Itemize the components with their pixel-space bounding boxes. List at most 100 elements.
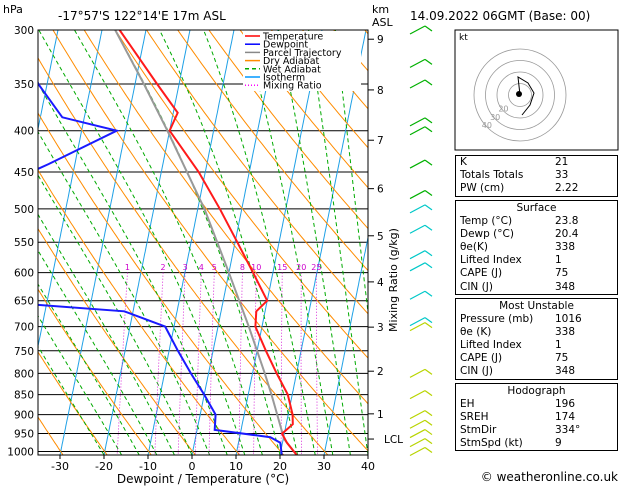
wet-adiabat-line <box>38 249 158 455</box>
wind-barb-flag <box>424 250 433 257</box>
most-unstable-label: CIN (J) <box>460 365 493 378</box>
legend-label: Isotherm <box>263 73 305 84</box>
wind-barb <box>409 250 426 260</box>
hpa-label: hPa <box>3 3 23 16</box>
wind-barb <box>409 322 426 332</box>
legend-background <box>243 31 361 91</box>
temperature-tick-label: -20 <box>95 460 113 473</box>
hodograph-ring <box>485 60 555 130</box>
pressure-axis: 300 350 400 450 500 550 600 650 700 750 800 850 900 9… <box>7 25 34 459</box>
height-tick-label: 6 <box>377 184 384 196</box>
height-tick-label: LCL <box>384 434 403 446</box>
wind-barb <box>409 58 426 68</box>
height-tick-label: 9 <box>377 34 384 46</box>
hodograph-param-label: SREH <box>460 410 489 423</box>
wind-barb-flag <box>424 410 433 417</box>
most-unstable-label: Lifted Index <box>460 339 522 352</box>
datetime-label: 14.09.2022 06GMT (Base: 00) <box>410 9 590 23</box>
temperature-tick-label: 40 <box>361 460 375 473</box>
surface-row: Dewp (°C) 20.4 <box>456 228 617 241</box>
wind-barb-flag <box>424 190 433 197</box>
temperature-tick-label: -10 <box>139 460 157 473</box>
mixing-ratio-label: 5 <box>212 263 217 272</box>
pressure-tick-label: 450 <box>14 167 34 179</box>
dry-adiabat-line <box>38 351 108 455</box>
mixing-ratio-line <box>315 272 318 455</box>
hodograph-param-value: 196 <box>555 397 576 410</box>
wind-barb <box>409 368 426 378</box>
dry-adiabat-line <box>38 57 329 455</box>
most-unstable-label: Pressure (mb) <box>460 312 534 325</box>
mixing-ratio-line <box>253 272 257 455</box>
pressure-tick-label: 550 <box>14 237 34 249</box>
wind-barb-flag <box>424 317 433 324</box>
hodograph-param-value: 334° <box>555 424 581 436</box>
wet-adiabat-line <box>74 30 263 455</box>
x-axis-title: Dewpoint / Temperature (°C) <box>117 472 289 486</box>
wet-adiabat-line <box>203 30 316 455</box>
wind-barb <box>409 438 426 448</box>
wind-barb-flag <box>424 25 433 32</box>
most-unstable-value: 348 <box>555 365 576 378</box>
hodograph-param-label: EH <box>460 397 475 410</box>
mixing-ratio-label: 1 <box>125 263 130 272</box>
dry-adiabat-line <box>38 169 240 455</box>
dry-adiabat-line <box>177 30 368 272</box>
mixing-ratio-label: 10 <box>251 263 261 272</box>
hodograph-title: Hodograph <box>507 384 566 397</box>
wet-adiabat-line <box>114 30 281 455</box>
wind-barb-flag <box>424 447 433 454</box>
wet-adiabat-line <box>38 30 246 455</box>
hodograph-ring-label: 30 <box>490 113 500 122</box>
wet-adiabat-line <box>334 30 368 317</box>
index-value: 2.22 <box>555 182 579 195</box>
dry-adiabat-line <box>146 30 368 315</box>
wind-barb <box>409 159 426 169</box>
dry-adiabat-line <box>239 30 368 189</box>
surface-value: 348 <box>555 280 576 293</box>
temperature-tick-label: 20 <box>273 460 287 473</box>
surface-value: 75 <box>555 267 569 280</box>
hodograph-param-label: StmDir <box>460 424 497 436</box>
wind-barbs <box>409 25 433 457</box>
most-unstable-label: CAPE (J) <box>460 352 503 365</box>
hodograph-param-row: StmDir 334° <box>456 424 617 437</box>
height-tick-label: 4 <box>377 277 384 289</box>
height-tick-label: 8 <box>377 85 384 97</box>
hodograph-frame <box>454 29 619 151</box>
temperature-tick-label: 10 <box>229 460 243 473</box>
wind-barb <box>409 126 426 136</box>
pressure-tick-label: 800 <box>14 368 34 380</box>
surface-label: CAPE (J) <box>460 267 503 280</box>
pressure-tick-label: 300 <box>14 25 34 37</box>
mixing-ratio-line <box>154 272 164 455</box>
wind-barb-flag <box>424 224 433 231</box>
dry-adiabat-line <box>208 30 368 230</box>
most-unstable-label: θe (K) <box>460 325 492 338</box>
hodograph-trace <box>517 76 535 116</box>
wind-barb <box>409 317 426 327</box>
legend-label: Dewpoint <box>263 40 308 51</box>
mixing-ratio-label: 3 <box>183 263 188 272</box>
wind-barb-flag <box>424 58 433 65</box>
mixing-ratio-labels: 1 2 3 4 5 8 10 15 20 25 <box>125 263 322 272</box>
hodograph-ring-label: 40 <box>482 121 492 130</box>
wind-barb <box>409 25 426 35</box>
index-label: PW (cm) <box>460 182 505 195</box>
wet-adiabat-line <box>38 283 140 455</box>
temperature-series <box>118 30 298 455</box>
temperature-tick-label: 30 <box>317 460 331 473</box>
indices-panel: K 21 Totals Totals 33 PW (cm) 2.22 Surface Te… <box>455 155 618 475</box>
most-unstable-box: Most Unstable Pressure (mb) 1016 θe (K) 338… <box>455 297 618 380</box>
location-title: -17°57'S 122°14'E 17m ASL <box>58 9 226 23</box>
wind-barb-flag <box>424 390 433 397</box>
hodograph-unit: kt <box>459 33 468 43</box>
wind-barb-flag <box>424 322 433 329</box>
isotherm-line <box>103 30 191 455</box>
index-value: 21 <box>555 156 569 168</box>
isotherm-line <box>191 30 279 455</box>
wind-barb-flag <box>424 262 433 269</box>
hodograph-ring <box>473 48 567 142</box>
